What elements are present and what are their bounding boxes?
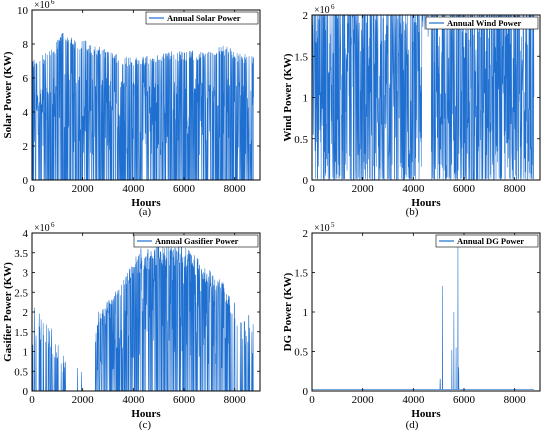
x-tick-label: 2000 [72,183,95,195]
x-tick-label: 8000 [224,183,247,195]
panel-caption: (b) [406,206,419,218]
y-axis-label: DG Power (KW) [282,272,294,351]
y-tick-label: 2 [23,307,29,319]
x-tick-label: 4000 [402,394,425,406]
y-tick-label: 10 [17,5,29,17]
x-tick-label: 6000 [453,394,476,406]
x-tick-label: 8000 [224,394,247,406]
y-multiplier-exponent: 6 [51,221,55,229]
y-multiplier: ×10 [34,223,50,234]
legend-label: Annual Wind Power [447,18,522,28]
panel-caption: (c) [139,419,152,431]
legend-box [145,11,259,25]
x-tick-label: 0 [29,183,35,195]
chart-gasifier: 0 2000 4000 6000 8000 0 0.5 1 1.5 2 2.5 3 3.5 4 ×10 6 Ho… [2,221,261,431]
y-multiplier-exponent: 6 [51,0,55,6]
y-tick-label: 0.5 [14,366,28,378]
y-tick-label: 3.5 [14,248,28,260]
y-tick-label: 4 [23,228,29,240]
y-tick-label: 0 [23,386,29,398]
series-line-wind [312,15,535,180]
x-tick-label: 4000 [122,394,145,406]
x-tick-label: 4000 [122,183,145,195]
y-multiplier: ×10 [314,223,330,234]
y-tick-label: 1.5 [294,268,308,280]
y-axis-label: Gasifier Power (KW) [2,262,14,362]
x-tick-label: 8000 [504,183,527,195]
plot-frame [311,232,541,392]
y-multiplier-exponent: 5 [331,221,335,229]
y-tick-label: 1 [303,93,309,105]
y-tick-label: 2 [303,228,309,240]
x-tick-label: 0 [309,183,315,195]
y-tick-label: 1 [303,307,309,319]
y-tick-label: 0.5 [294,134,308,146]
legend-box [133,234,259,248]
chart-wind: 0 2000 4000 6000 8000 0 0.5 1 1.5 2 ×10 6 Hours Wind … [282,3,541,218]
series-line-gasifier [32,236,254,391]
x-tick-label: 2000 [352,394,375,406]
y-tick-label: 0 [303,175,309,187]
legend-label: Annual DG Power [457,236,524,246]
x-tick-label: 6000 [453,183,476,195]
y-multiplier-exponent: 6 [331,3,335,11]
y-tick-label: 1.5 [14,327,28,339]
y-tick-label: 8 [23,39,29,51]
y-multiplier: ×10 [314,5,330,16]
y-axis-label: Solar Power (KW) [2,51,14,138]
y-tick-label: 1 [23,347,29,359]
y-tick-label: 1.5 [294,51,308,63]
panel-caption: (a) [139,206,152,218]
chart-dg: 0 2000 4000 6000 8000 0 0.5 1 1.5 2 ×10 5 Hours DG Po… [282,221,541,431]
x-tick-label: 2000 [352,183,375,195]
series-line-dg [312,242,534,390]
y-tick-label: 2.5 [14,287,28,299]
y-tick-label: 0.5 [294,347,308,359]
legend-label: Annual Gasifier Power [155,236,239,246]
x-tick-label: 2000 [72,394,95,406]
y-tick-label: 2 [303,10,309,22]
x-axis-label: Hours [131,408,161,420]
x-tick-label: 8000 [504,394,527,406]
legend-label: Annual Solar Power [167,13,241,23]
x-axis-label: Hours [131,197,161,209]
x-tick-label: 0 [29,394,35,406]
x-axis-label: Hours [411,408,441,420]
plot-frame [31,9,261,181]
x-tick-label: 0 [309,394,315,406]
y-tick-label: 0 [303,386,309,398]
y-tick-label: 3 [23,268,29,280]
y-axis-label: Wind Power (KW) [282,53,294,142]
x-tick-label: 6000 [173,394,196,406]
legend-box [435,234,539,248]
x-tick-label: 6000 [173,183,196,195]
x-tick-label: 4000 [402,183,425,195]
legend-box [425,16,539,30]
y-tick-label: 6 [23,73,29,85]
y-tick-label: 2 [23,141,29,153]
panel-caption: (d) [406,419,419,431]
y-tick-label: 4 [23,107,29,119]
y-tick-label: 0 [23,175,29,187]
series-line-solar [32,33,254,180]
x-axis-label: Hours [411,197,441,209]
y-multiplier: ×10 [34,0,50,11]
